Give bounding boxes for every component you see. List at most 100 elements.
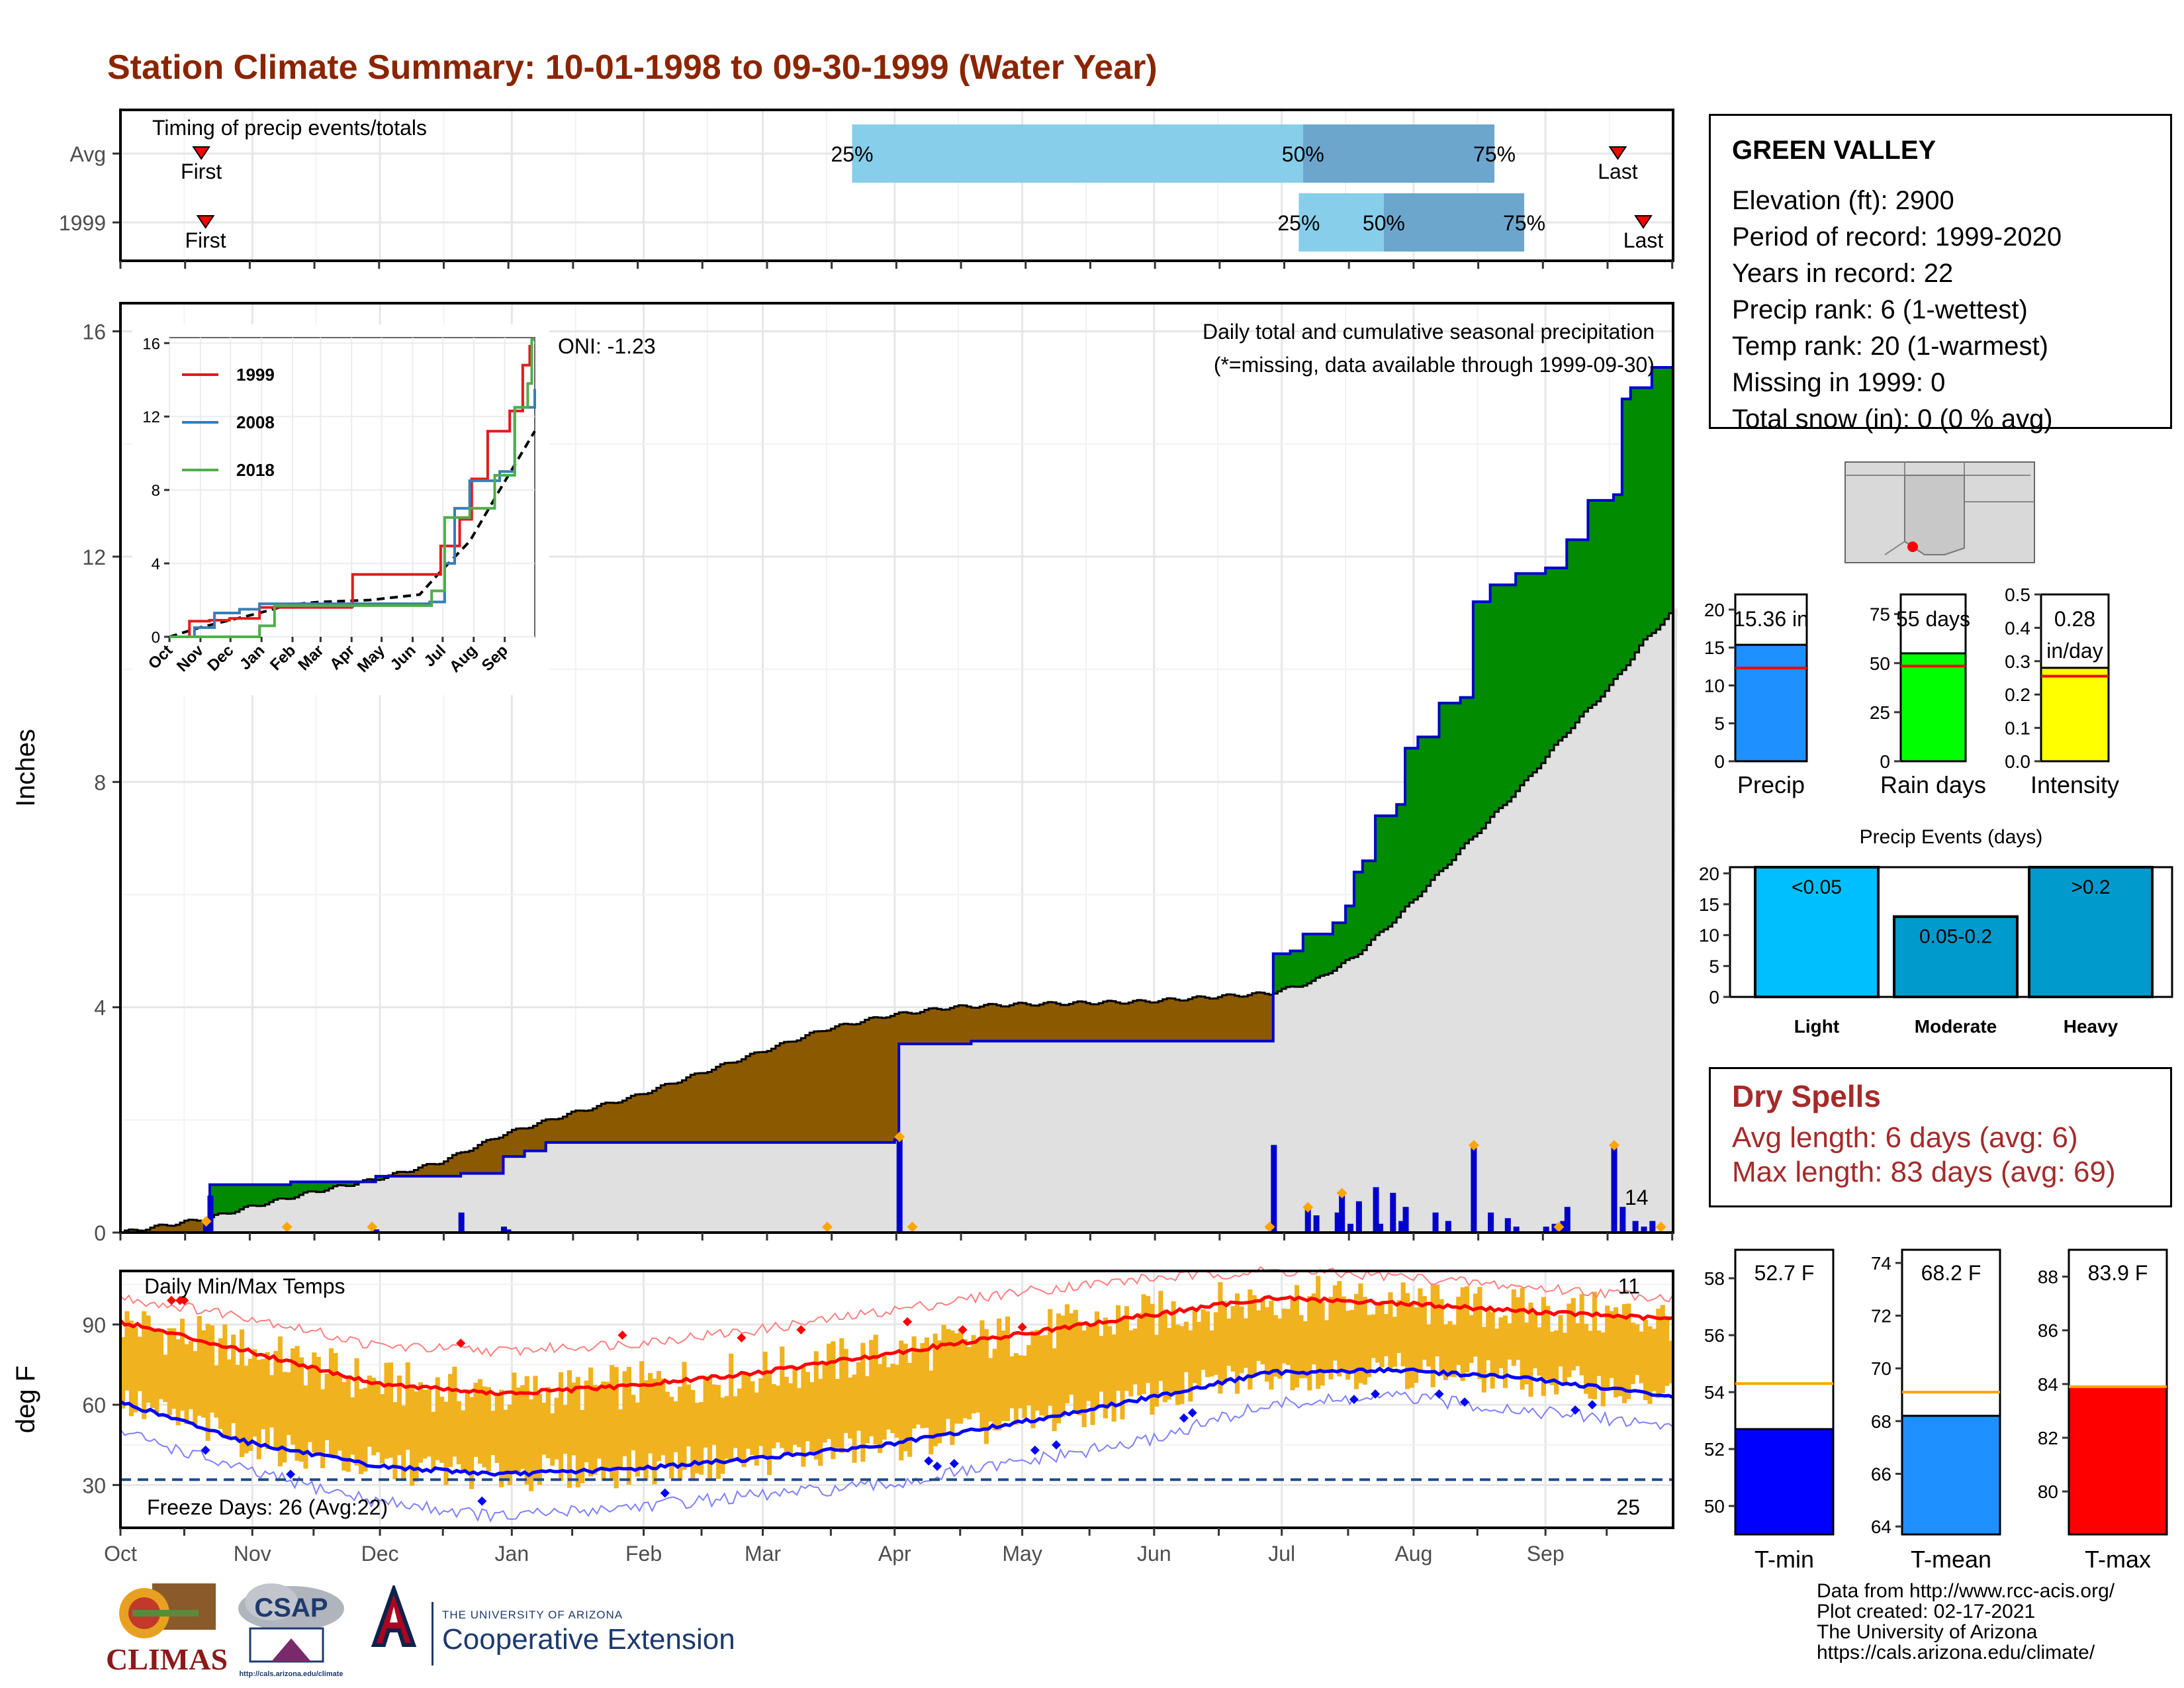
summary-precip-value-label: in/day bbox=[2046, 639, 2103, 663]
daily-temp-range-bar bbox=[1090, 1325, 1095, 1425]
summary-precip-category-label: Rain days bbox=[1880, 771, 1986, 798]
daily-temp-range-bar bbox=[452, 1366, 457, 1457]
summary-precip-bar bbox=[1899, 652, 1967, 763]
daily-temp-range-bar bbox=[184, 1344, 189, 1425]
station-period: Period of record: 1999-2020 bbox=[1732, 222, 2062, 252]
daily-temp-range-bar bbox=[983, 1329, 989, 1444]
precip-event-bar-label: <0.05 bbox=[1792, 876, 1842, 898]
daily-temp-range-bar bbox=[550, 1413, 555, 1466]
record-low-marker-icon bbox=[924, 1456, 934, 1466]
daily-temp-range-bar bbox=[873, 1335, 878, 1444]
daily-temp-range-bar bbox=[801, 1365, 806, 1467]
daily-temp-range-bar bbox=[431, 1411, 436, 1470]
daily-temp-range-bar bbox=[541, 1403, 547, 1455]
daily-temp-range-bar bbox=[707, 1377, 713, 1481]
month-xtick-label: Sep bbox=[1527, 1542, 1565, 1566]
daily-temp-range-bar bbox=[554, 1397, 559, 1460]
daily-temp-range-bar bbox=[1081, 1331, 1087, 1427]
summary-precip-value-label: 15.36 in bbox=[1733, 607, 1809, 631]
daily-temp-range-bar bbox=[1128, 1330, 1134, 1397]
daily-temp-range-bar bbox=[1269, 1300, 1274, 1390]
daily-temp-range-bar bbox=[1243, 1318, 1248, 1368]
daily-temp-range-bar bbox=[1668, 1340, 1674, 1383]
daily-temp-range-bar bbox=[1383, 1314, 1389, 1356]
daily-temp-range-bar bbox=[1013, 1353, 1019, 1425]
precip-events-ytick-label: 10 bbox=[1699, 925, 1719, 946]
daily-temp-range-bar bbox=[869, 1340, 874, 1436]
daily-precip-bar bbox=[1390, 1192, 1396, 1233]
record-max-line bbox=[120, 1266, 1674, 1358]
daily-temp-range-bar bbox=[907, 1362, 913, 1457]
daily-precip-bar bbox=[1504, 1218, 1511, 1233]
summary-precip-ytick-label: 75 bbox=[1870, 604, 1890, 625]
daily-temp-range-bar bbox=[350, 1397, 355, 1455]
daily-temp-range-bar bbox=[324, 1374, 330, 1440]
daily-max-marker-icon bbox=[1468, 1140, 1479, 1151]
record-min-line bbox=[120, 1390, 1674, 1523]
daily-temp-range-bar bbox=[997, 1318, 1002, 1430]
daily-precip-bar bbox=[1313, 1215, 1320, 1233]
daily-temp-range-bar bbox=[384, 1362, 389, 1459]
daily-temp-range-bar bbox=[486, 1387, 491, 1472]
daily-temp-range-bar bbox=[1111, 1334, 1116, 1422]
record-low-marker-icon bbox=[477, 1496, 487, 1506]
inset-legend-label: 2018 bbox=[236, 460, 275, 480]
daily-temp-range-bar bbox=[792, 1366, 797, 1445]
daily-temp-range-bar bbox=[1656, 1309, 1661, 1398]
timing-label-25: 25% bbox=[831, 142, 873, 166]
daily-temp-range-bar bbox=[1630, 1323, 1635, 1384]
daily-temp-range-bar bbox=[1353, 1293, 1359, 1389]
timing-bar-50-75 bbox=[1302, 124, 1495, 183]
daily-temp-range-bar bbox=[1443, 1324, 1449, 1380]
daily-temp-range-bar bbox=[882, 1356, 887, 1440]
daily-temp-range-bar bbox=[405, 1362, 410, 1450]
daily-temp-range-bar bbox=[1579, 1293, 1584, 1376]
daily-temp-range-bar bbox=[447, 1374, 453, 1468]
record-high-marker-icon bbox=[796, 1325, 806, 1335]
daily-precip-bar bbox=[1611, 1145, 1617, 1233]
daily-temp-range-bar bbox=[1086, 1324, 1091, 1401]
summary-precip-ytick-label: 50 bbox=[1870, 653, 1890, 674]
daily-temp-range-bar bbox=[822, 1361, 827, 1443]
daily-temp-range-bar bbox=[878, 1364, 883, 1453]
daily-temp-range-bar bbox=[1545, 1305, 1551, 1380]
record-low-marker-icon bbox=[1187, 1408, 1197, 1418]
daily-temp-range-bar bbox=[137, 1336, 142, 1391]
daily-temp-range-bar bbox=[1430, 1283, 1435, 1387]
daily-temp-range-bar bbox=[1528, 1302, 1533, 1397]
timing-label-25: 25% bbox=[1277, 211, 1320, 235]
precip-panel-subtitle: (*=missing, data available through 1999-… bbox=[1214, 353, 1655, 377]
daily-temp-range-bar bbox=[533, 1376, 538, 1481]
daily-temp-range-bar bbox=[435, 1377, 440, 1460]
daily-temp-range-bar bbox=[154, 1328, 159, 1413]
daily-temp-range-bar bbox=[780, 1346, 785, 1448]
record-high-marker-icon bbox=[167, 1295, 177, 1305]
daily-temp-range-bar bbox=[1005, 1316, 1011, 1421]
daily-temp-range-bar bbox=[758, 1378, 764, 1446]
daily-temp-range-bar bbox=[307, 1366, 312, 1442]
daily-temp-range-bar bbox=[1175, 1325, 1181, 1405]
daily-temp-range-bar bbox=[1132, 1328, 1138, 1385]
daily-temp-range-bar bbox=[563, 1405, 568, 1454]
csap-logo-url: http://cals.arizona.edu/climate bbox=[239, 1670, 343, 1678]
month-xtick-label: Oct bbox=[104, 1542, 137, 1566]
daily-temp-range-bar bbox=[226, 1359, 232, 1440]
daily-temp-range-bar bbox=[567, 1370, 572, 1488]
temp-summary-ytick-label: 50 bbox=[1704, 1496, 1725, 1517]
daily-temp-range-bar bbox=[461, 1410, 466, 1472]
timing-title: Timing of precip events/totals bbox=[152, 116, 427, 140]
daily-temp-range-bar bbox=[745, 1374, 751, 1449]
daily-temp-range-bar bbox=[252, 1349, 257, 1437]
daily-temp-range-bar bbox=[618, 1409, 623, 1468]
dry-spells-avg: Avg length: 6 days (avg: 6) bbox=[1732, 1121, 2078, 1154]
daily-temp-range-bar bbox=[1426, 1324, 1432, 1367]
daily-temp-range-bar bbox=[482, 1386, 487, 1468]
daily-temp-range-bar bbox=[520, 1385, 525, 1470]
precip-event-bar-label: >0.2 bbox=[2071, 876, 2110, 898]
timing-last-label: Last bbox=[1598, 160, 1638, 183]
daily-temp-range-bar bbox=[1584, 1323, 1589, 1394]
daily-temp-range-bar bbox=[1541, 1297, 1546, 1396]
daily-temp-range-bar bbox=[788, 1383, 794, 1455]
summary-precip-category-label: Precip bbox=[1737, 771, 1805, 798]
daily-temp-range-bar bbox=[1592, 1291, 1598, 1399]
